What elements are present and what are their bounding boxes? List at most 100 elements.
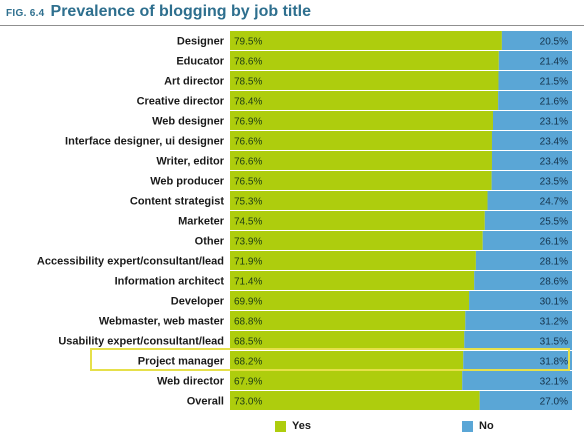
bar-no-art-director [498, 71, 572, 90]
category-label-usability-expert-consultant-lead: Usability expert/consultant/lead [58, 336, 224, 348]
bar-no-writer-editor [491, 151, 572, 170]
bar-no-web-designer [492, 111, 572, 130]
value-label-yes-webmaster-web-master: 68.8% [234, 317, 262, 328]
bar-no-web-director [462, 371, 572, 390]
category-label-web-producer: Web producer [150, 176, 224, 188]
category-label-educator: Educator [176, 56, 224, 68]
value-label-no-webmaster-web-master: 31.2% [540, 317, 568, 328]
bar-no-designer [501, 31, 572, 50]
value-label-yes-other: 73.9% [234, 237, 262, 248]
figure-number: FIG. 6.4 [6, 8, 45, 19]
value-label-no-marketer: 25.5% [540, 217, 568, 228]
category-label-other: Other [195, 236, 225, 248]
bar-no-accessibility-expert-consultant-lead [475, 251, 572, 270]
value-label-yes-information-architect: 71.4% [234, 277, 262, 288]
value-label-yes-usability-expert-consultant-lead: 68.5% [234, 337, 262, 348]
category-label-designer: Designer [177, 36, 225, 48]
value-label-yes-art-director: 78.5% [234, 77, 262, 88]
bar-no-information-architect [474, 271, 572, 290]
bar-no-marketer [484, 211, 572, 230]
value-label-yes-web-designer: 76.9% [234, 117, 262, 128]
legend-label-yes: Yes [292, 420, 311, 432]
value-label-yes-web-producer: 76.5% [234, 177, 262, 188]
bar-yes-usability-expert-consultant-lead [230, 331, 465, 350]
bar-no-interface-designer-ui-designer [491, 131, 572, 150]
legend-item-no: No [462, 420, 494, 432]
bar-yes-interface-designer-ui-designer [230, 131, 492, 150]
bar-yes-developer [230, 291, 470, 310]
bar-yes-creative-director [230, 91, 499, 110]
value-label-yes-content-strategist: 75.3% [234, 197, 262, 208]
bar-yes-writer-editor [230, 151, 492, 170]
figure-header: FIG. 6.4 Prevalence of blogging by job t… [6, 3, 311, 25]
bar-yes-other [230, 231, 483, 250]
value-label-no-information-architect: 28.6% [540, 277, 568, 288]
value-label-yes-web-director: 67.9% [234, 377, 262, 388]
bar-no-overall [479, 391, 572, 410]
value-label-yes-designer: 79.5% [234, 37, 262, 48]
bar-no-other [482, 231, 572, 250]
value-label-no-developer: 30.1% [540, 297, 568, 308]
category-label-art-director: Art director [164, 76, 225, 88]
bar-no-content-strategist [487, 191, 572, 210]
category-label-web-director: Web director [157, 376, 225, 388]
value-label-no-art-director: 21.5% [540, 77, 568, 88]
bar-no-developer [469, 291, 572, 310]
value-label-no-web-director: 32.1% [540, 377, 568, 388]
value-label-no-usability-expert-consultant-lead: 31.5% [540, 337, 568, 348]
bar-yes-information-architect [230, 271, 475, 290]
value-label-no-web-designer: 23.1% [540, 117, 568, 128]
value-label-no-writer-editor: 23.4% [540, 157, 568, 168]
value-label-yes-project-manager: 68.2% [234, 357, 262, 368]
category-label-project-manager: Project manager [138, 356, 225, 368]
value-label-no-accessibility-expert-consultant-lead: 28.1% [540, 257, 568, 268]
value-label-no-content-strategist: 24.7% [540, 197, 568, 208]
bar-yes-designer [230, 31, 502, 50]
bar-yes-web-director [230, 371, 463, 390]
value-label-yes-educator: 78.6% [234, 57, 262, 68]
bar-no-creative-director [498, 91, 572, 110]
bar-no-usability-expert-consultant-lead [464, 331, 572, 350]
bar-no-web-producer [491, 171, 572, 190]
category-label-content-strategist: Content strategist [130, 196, 224, 208]
legend-item-yes: Yes [275, 420, 311, 432]
bar-yes-web-designer [230, 111, 493, 130]
category-label-overall: Overall [187, 396, 224, 408]
category-label-accessibility-expert-consultant-lead: Accessibility expert/consultant/lead [37, 256, 224, 268]
value-label-no-overall: 27.0% [540, 397, 568, 408]
category-label-interface-designer-ui-designer: Interface designer, ui designer [65, 136, 225, 148]
bar-no-educator [498, 51, 572, 70]
chart-title: Prevalence of blogging by job title [50, 3, 312, 20]
value-label-yes-developer: 69.9% [234, 297, 262, 308]
value-label-yes-marketer: 74.5% [234, 217, 262, 228]
category-label-writer-editor: Writer, editor [156, 156, 224, 168]
value-label-yes-creative-director: 78.4% [234, 97, 262, 108]
bar-yes-educator [230, 51, 499, 70]
category-label-developer: Developer [171, 296, 225, 308]
bar-yes-web-producer [230, 171, 492, 190]
value-label-no-other: 26.1% [540, 237, 568, 248]
value-label-no-web-producer: 23.5% [540, 177, 568, 188]
bar-yes-project-manager [230, 351, 464, 370]
value-label-yes-writer-editor: 76.6% [234, 157, 262, 168]
value-label-no-project-manager: 31.8% [540, 357, 568, 368]
legend-swatch-no [462, 420, 473, 432]
value-label-yes-accessibility-expert-consultant-lead: 71.9% [234, 257, 262, 268]
value-label-yes-overall: 73.0% [234, 397, 262, 408]
value-label-no-designer: 20.5% [540, 37, 568, 48]
header-divider [0, 25, 584, 26]
legend-label-no: No [479, 420, 494, 432]
bar-yes-accessibility-expert-consultant-lead [230, 251, 476, 270]
bar-no-webmaster-web-master [465, 311, 572, 330]
category-label-information-architect: Information architect [115, 276, 225, 288]
bar-yes-marketer [230, 211, 485, 230]
legend-swatch-yes [275, 420, 286, 432]
category-label-webmaster-web-master: Webmaster, web master [99, 316, 225, 328]
category-label-creative-director: Creative director [137, 96, 225, 108]
legend: Yes No [0, 420, 584, 436]
bar-yes-webmaster-web-master [230, 311, 466, 330]
value-label-no-creative-director: 21.6% [540, 97, 568, 108]
bar-no-project-manager [463, 351, 572, 370]
